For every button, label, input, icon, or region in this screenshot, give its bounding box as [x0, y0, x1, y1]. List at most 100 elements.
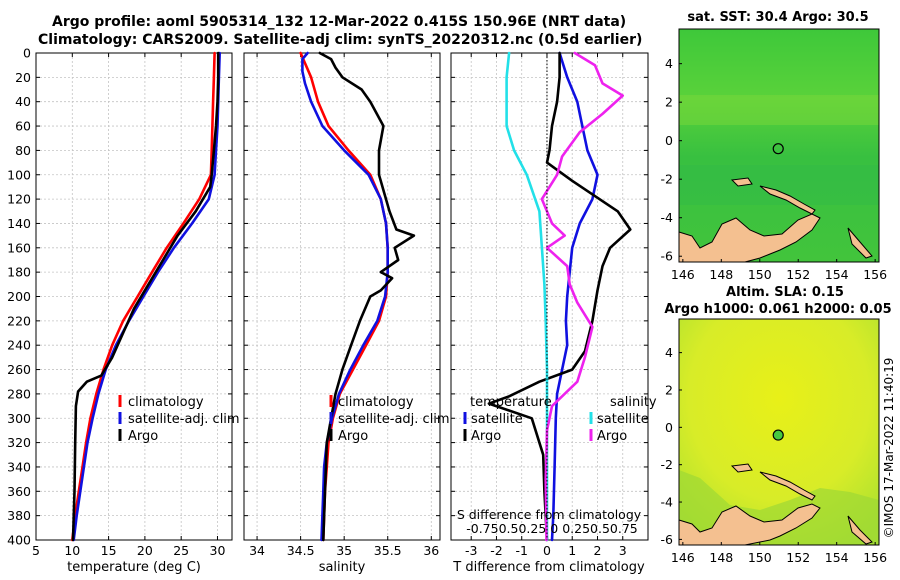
- series-line-salinity-satellite: [505, 51, 549, 542]
- sla-map: [678, 318, 880, 546]
- salinity-legend: climatology satellite-adj. clim Argo: [329, 395, 450, 444]
- new-guinea-land: [678, 503, 821, 546]
- y-tick-label: 220: [7, 313, 31, 328]
- x-tick-label: 15: [101, 543, 117, 558]
- map-x-tick-label: 150: [748, 267, 772, 282]
- map-y-tick-label: 0: [665, 133, 673, 148]
- y-tick-label: 300: [7, 411, 31, 426]
- x-tick-label: 35: [336, 543, 352, 558]
- imos-watermark: ©IMOS 17-Mar-2022 11:40:19: [882, 358, 896, 539]
- bougainville-land: [847, 227, 873, 259]
- s-difference-label: S difference from climatology: [457, 507, 642, 522]
- sst-map: [678, 28, 880, 263]
- map-x-tick-label: 148: [709, 267, 733, 282]
- y-tick-label: 340: [7, 459, 31, 474]
- y-tick-label: 260: [7, 362, 31, 377]
- temperature-legend: climatology satellite-adj. clim Argo: [118, 395, 240, 444]
- x-tick-label: 34: [249, 543, 265, 558]
- map-x-tick-label: 146: [671, 267, 695, 282]
- sst-argo-position-marker: [772, 143, 784, 155]
- series-line-salinity-argo: [540, 51, 624, 542]
- new-guinea-land: [678, 213, 821, 263]
- legend-title-salinity: salinity: [610, 395, 657, 410]
- new-ireland-land: [759, 471, 816, 501]
- legend-label-satellite: satellite-adj. clim: [128, 412, 240, 427]
- x-tick-label: 34.5: [287, 543, 315, 558]
- difference-legend: temperature salinity satellite Argo sate…: [463, 395, 657, 444]
- tick-layer: 0204060801001201401601802002202402602803…: [7, 46, 648, 558]
- sst-warm-band: [679, 95, 879, 125]
- sst-cool-band: [679, 165, 879, 205]
- y-tick-label: 80: [15, 143, 31, 158]
- legend-label-s-argo: Argo: [597, 429, 627, 444]
- map-x-tick-label: 150: [748, 550, 772, 565]
- legend-title-temperature: temperature: [470, 395, 552, 410]
- x-tick-label: -1: [515, 543, 527, 558]
- x-tick-label: 0: [543, 543, 551, 558]
- manus-island: [730, 463, 753, 473]
- series-line-climatology: [71, 51, 216, 542]
- s-difference-ticks: -0.750.50.25 0 0.250.50.75: [466, 521, 638, 536]
- map-x-tick-label: 152: [786, 267, 810, 282]
- map-x-tick-label: 156: [863, 267, 887, 282]
- map-y-tick-label: 2: [665, 95, 673, 110]
- map-x-tick-label: 154: [825, 267, 849, 282]
- x-tick-label: 36: [423, 543, 439, 558]
- legend-label-t-argo: Argo: [471, 429, 501, 444]
- y-tick-label: 180: [7, 265, 31, 280]
- map-y-tick-label: 2: [665, 382, 673, 397]
- series-layer: [71, 51, 632, 542]
- map-y-tick-label: -6: [661, 532, 674, 547]
- map-x-tick-label: 154: [825, 550, 849, 565]
- x-tick-label: 35.5: [374, 543, 402, 558]
- x-tick-label: 5: [32, 543, 40, 558]
- map-y-tick-label: 4: [665, 56, 673, 71]
- y-tick-label: 160: [7, 240, 31, 255]
- legend-label-argo: Argo: [128, 429, 158, 444]
- map-y-tick-label: -6: [661, 249, 674, 264]
- x-tick-label: -3: [465, 543, 477, 558]
- x-tick-label: 30: [210, 543, 226, 558]
- map-x-tick-label: 146: [671, 550, 695, 565]
- sla-map-title-line2: Argo h1000: 0.061 h2000: 0.05: [664, 302, 891, 317]
- series-line-argo: [318, 51, 416, 542]
- manus-island: [730, 177, 753, 187]
- map-x-tick-label: 156: [863, 550, 887, 565]
- legend-label-t-satellite: satellite: [471, 412, 523, 427]
- x-tick-label: -2: [490, 543, 502, 558]
- legend-label-argo: Argo: [338, 429, 368, 444]
- y-tick-label: 200: [7, 289, 31, 304]
- y-tick-label: 140: [7, 216, 31, 231]
- series-line-satellite-adj-clim: [72, 51, 221, 542]
- y-tick-label: 320: [7, 435, 31, 450]
- y-tick-label: 380: [7, 508, 31, 523]
- y-tick-label: 100: [7, 167, 31, 182]
- map-x-tick-label: 148: [709, 550, 733, 565]
- salinity-xlabel: salinity: [319, 560, 366, 575]
- x-tick-label: 10: [64, 543, 80, 558]
- y-tick-label: 120: [7, 192, 31, 207]
- map-y-tick-label: -4: [661, 210, 674, 225]
- y-tick-label: 280: [7, 386, 31, 401]
- map-y-tick-label: -4: [661, 495, 674, 510]
- bougainville-land: [847, 515, 873, 545]
- map-y-tick-label: 4: [665, 345, 673, 360]
- map-y-tick-label: -2: [661, 457, 673, 472]
- grid-layer: [36, 53, 648, 540]
- temperature-xlabel: temperature (deg C): [67, 560, 201, 575]
- sla-argo-position-marker: [772, 429, 784, 441]
- legend-label-satellite: satellite-adj. clim: [338, 412, 450, 427]
- sst-map-title: sat. SST: 30.4 Argo: 30.5: [687, 10, 868, 25]
- sla-map-frame: [678, 318, 880, 546]
- sla-map-title-line1: Altim. SLA: 0.15: [726, 285, 844, 300]
- x-tick-label: 2: [594, 543, 602, 558]
- y-tick-label: 0: [23, 46, 31, 61]
- map-y-tick-label: 0: [665, 420, 673, 435]
- y-tick-label: 400: [7, 533, 31, 548]
- sst-field: [679, 29, 879, 262]
- legend-label-s-satellite: satellite: [597, 412, 649, 427]
- y-tick-label: 60: [15, 119, 31, 134]
- legend-label-climatology: climatology: [128, 395, 204, 410]
- y-tick-label: 360: [7, 484, 31, 499]
- difference-xlabel: T difference from climatology: [452, 560, 645, 575]
